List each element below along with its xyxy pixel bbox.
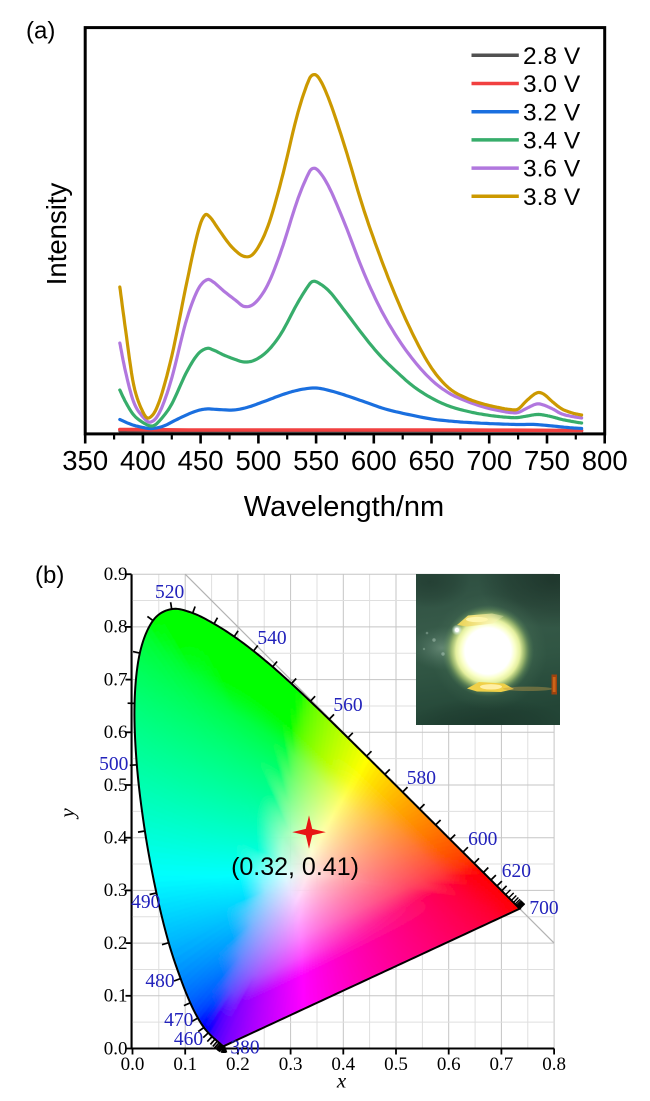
svg-text:0.4: 0.4 <box>331 1054 355 1075</box>
svg-text:Wavelength/nm: Wavelength/nm <box>244 491 444 523</box>
svg-text:650: 650 <box>409 445 455 476</box>
svg-text:0.5: 0.5 <box>104 775 128 796</box>
svg-text:0.1: 0.1 <box>104 986 128 1007</box>
svg-text:380: 380 <box>230 1038 259 1059</box>
svg-text:2.8 V: 2.8 V <box>523 43 581 70</box>
svg-text:0.3: 0.3 <box>279 1054 303 1075</box>
svg-text:560: 560 <box>333 695 362 716</box>
svg-text:0.6: 0.6 <box>437 1054 461 1075</box>
svg-text:0.2: 0.2 <box>226 1054 250 1075</box>
svg-text:750: 750 <box>524 445 570 476</box>
svg-text:(a): (a) <box>26 18 55 45</box>
svg-text:0.2: 0.2 <box>104 933 128 954</box>
svg-text:0.5: 0.5 <box>384 1054 408 1075</box>
svg-text:0.8: 0.8 <box>542 1054 566 1075</box>
svg-text:x: x <box>336 1069 347 1093</box>
svg-text:3.6 V: 3.6 V <box>523 156 581 183</box>
svg-text:490: 490 <box>131 892 160 913</box>
svg-text:600: 600 <box>468 829 497 850</box>
svg-text:0.7: 0.7 <box>104 669 128 690</box>
svg-text:0.9: 0.9 <box>104 564 128 585</box>
svg-text:400: 400 <box>120 445 166 476</box>
svg-text:700: 700 <box>466 445 512 476</box>
svg-text:0.8: 0.8 <box>104 617 128 638</box>
svg-text:0.3: 0.3 <box>104 880 128 901</box>
svg-text:Intensity: Intensity <box>41 183 72 286</box>
svg-text:540: 540 <box>257 628 286 649</box>
svg-text:350: 350 <box>62 445 108 476</box>
svg-text:700: 700 <box>529 898 558 919</box>
svg-text:0.0: 0.0 <box>104 1038 128 1059</box>
svg-text:480: 480 <box>145 971 174 992</box>
svg-text:y: y <box>55 808 79 820</box>
svg-text:600: 600 <box>351 445 397 476</box>
svg-text:3.8 V: 3.8 V <box>523 184 581 211</box>
svg-text:3.4 V: 3.4 V <box>523 128 581 155</box>
svg-text:0.7: 0.7 <box>490 1054 514 1075</box>
svg-text:460: 460 <box>174 1029 203 1050</box>
svg-text:(b): (b) <box>35 562 64 589</box>
svg-text:0.4: 0.4 <box>104 828 128 849</box>
svg-text:(0.32, 0.41): (0.32, 0.41) <box>231 853 359 881</box>
svg-text:0.0: 0.0 <box>121 1054 145 1075</box>
svg-text:520: 520 <box>155 582 184 603</box>
svg-text:500: 500 <box>99 754 128 775</box>
svg-text:580: 580 <box>407 768 436 789</box>
svg-text:0.1: 0.1 <box>173 1054 197 1075</box>
svg-text:470: 470 <box>164 1010 193 1031</box>
svg-text:620: 620 <box>502 861 531 882</box>
svg-text:3.0 V: 3.0 V <box>523 71 581 98</box>
svg-text:450: 450 <box>178 445 224 476</box>
svg-text:800: 800 <box>582 445 628 476</box>
svg-text:500: 500 <box>235 445 281 476</box>
svg-text:550: 550 <box>293 445 339 476</box>
svg-text:0.6: 0.6 <box>104 722 128 743</box>
svg-text:3.2 V: 3.2 V <box>523 99 581 126</box>
